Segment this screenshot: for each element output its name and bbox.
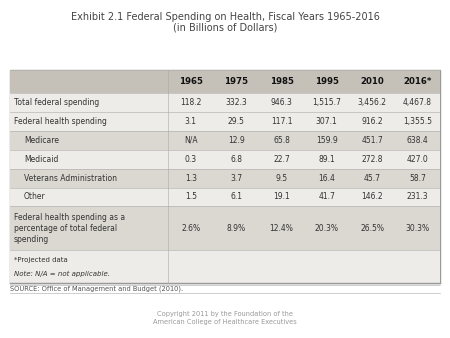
Text: 1995: 1995	[315, 77, 339, 86]
Text: 20.3%: 20.3%	[315, 224, 339, 233]
Text: 1.3: 1.3	[185, 174, 197, 183]
Text: 29.5: 29.5	[228, 117, 245, 126]
Text: 6.1: 6.1	[230, 192, 242, 201]
Text: 1.5: 1.5	[185, 192, 197, 201]
Text: 117.1: 117.1	[271, 117, 292, 126]
Text: 12.9: 12.9	[228, 136, 244, 145]
Bar	[10, 70, 440, 283]
Text: Federal health spending: Federal health spending	[14, 117, 107, 126]
Text: (in Billions of Dollars): (in Billions of Dollars)	[173, 23, 277, 33]
Text: Medicare: Medicare	[24, 136, 59, 145]
Bar	[10, 207, 440, 250]
Text: Exhibit 2.1 Federal Spending on Health, Fiscal Years 1965-2016: Exhibit 2.1 Federal Spending on Health, …	[71, 12, 379, 22]
Text: 638.4: 638.4	[406, 136, 428, 145]
Text: 6.8: 6.8	[230, 155, 242, 164]
Text: 41.7: 41.7	[318, 192, 335, 201]
Text: 272.8: 272.8	[361, 155, 383, 164]
Text: Total federal spending: Total federal spending	[14, 98, 99, 107]
Text: 307.1: 307.1	[316, 117, 338, 126]
Text: 8.9%: 8.9%	[227, 224, 246, 233]
Text: 58.7: 58.7	[409, 174, 426, 183]
Text: 2010: 2010	[360, 77, 384, 86]
Text: 118.2: 118.2	[180, 98, 202, 107]
Bar	[10, 131, 440, 150]
Text: Copyright 2011 by the Foundation of the
American College of Healthcare Executive: Copyright 2011 by the Foundation of the …	[153, 311, 297, 325]
Text: 19.1: 19.1	[273, 192, 290, 201]
Text: 946.3: 946.3	[270, 98, 292, 107]
Text: 2.6%: 2.6%	[181, 224, 200, 233]
Text: 9.5: 9.5	[275, 174, 288, 183]
Text: 159.9: 159.9	[316, 136, 338, 145]
Text: 0.3: 0.3	[185, 155, 197, 164]
Bar	[10, 150, 440, 169]
Text: 231.3: 231.3	[406, 192, 428, 201]
Text: 1985: 1985	[270, 77, 293, 86]
Text: 1975: 1975	[224, 77, 248, 86]
Text: 1,515.7: 1,515.7	[312, 98, 341, 107]
Text: 4,467.8: 4,467.8	[403, 98, 432, 107]
Bar	[10, 250, 440, 283]
Text: 30.3%: 30.3%	[405, 224, 429, 233]
Text: 451.7: 451.7	[361, 136, 383, 145]
Text: *Projected data: *Projected data	[14, 257, 68, 263]
Bar	[10, 112, 440, 131]
Text: 3.7: 3.7	[230, 174, 242, 183]
Text: 16.4: 16.4	[318, 174, 335, 183]
Text: 1965: 1965	[179, 77, 203, 86]
Text: Federal health spending as a
percentage of total federal
spending: Federal health spending as a percentage …	[14, 213, 125, 244]
Text: SOURCE: Office of Management and Budget (2010).: SOURCE: Office of Management and Budget …	[10, 286, 183, 292]
Text: 45.7: 45.7	[364, 174, 381, 183]
Bar	[10, 169, 440, 188]
Text: 427.0: 427.0	[406, 155, 428, 164]
Text: N/A: N/A	[184, 136, 198, 145]
Text: 3.1: 3.1	[185, 117, 197, 126]
Text: Note: N/A = not applicable.: Note: N/A = not applicable.	[14, 271, 110, 277]
Bar	[10, 70, 440, 93]
Text: 146.2: 146.2	[361, 192, 383, 201]
Text: 332.3: 332.3	[225, 98, 247, 107]
Text: Other: Other	[24, 192, 46, 201]
Text: 65.8: 65.8	[273, 136, 290, 145]
Text: 1,355.5: 1,355.5	[403, 117, 432, 126]
Bar	[10, 93, 440, 112]
Text: 916.2: 916.2	[361, 117, 383, 126]
Text: Veterans Administration: Veterans Administration	[24, 174, 117, 183]
Bar	[10, 188, 440, 207]
Text: 3,456.2: 3,456.2	[358, 98, 387, 107]
Text: 22.7: 22.7	[273, 155, 290, 164]
Text: 2016*: 2016*	[403, 77, 432, 86]
Text: 26.5%: 26.5%	[360, 224, 384, 233]
Text: 12.4%: 12.4%	[270, 224, 293, 233]
Text: Medicaid: Medicaid	[24, 155, 58, 164]
Text: 89.1: 89.1	[319, 155, 335, 164]
